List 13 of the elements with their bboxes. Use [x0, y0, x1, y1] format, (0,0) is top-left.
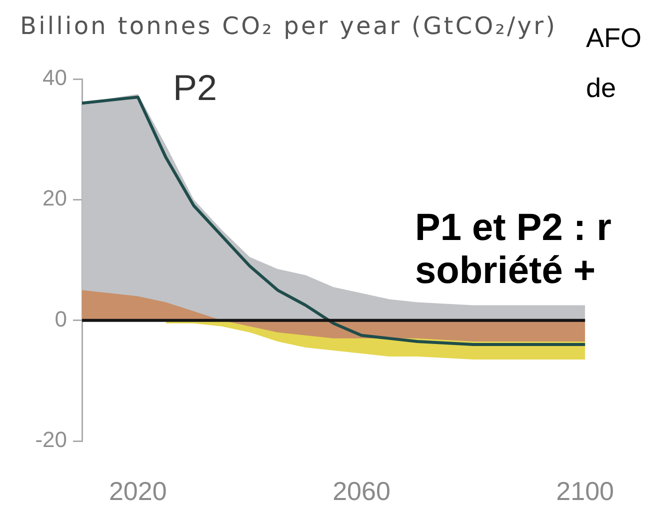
y-tick-label: 40: [42, 65, 67, 90]
y-tick-label: 0: [54, 306, 67, 332]
text: AFO: [586, 23, 642, 53]
y-axis-title: Billion tonnes CO₂ per year (GtCO₂/yr): [20, 12, 558, 40]
annotation: P1 et P2 : r: [415, 207, 612, 249]
annotation: sobriété +: [415, 250, 596, 292]
x-tick-label: 2060: [332, 476, 390, 506]
x-tick-label: 2100: [556, 476, 614, 506]
x-tick-label: 2020: [108, 476, 167, 506]
text: de: [586, 73, 616, 103]
chart-title: P2: [173, 67, 218, 108]
y-tick-label: -20: [35, 427, 67, 452]
y-tick-label: 20: [42, 186, 67, 211]
